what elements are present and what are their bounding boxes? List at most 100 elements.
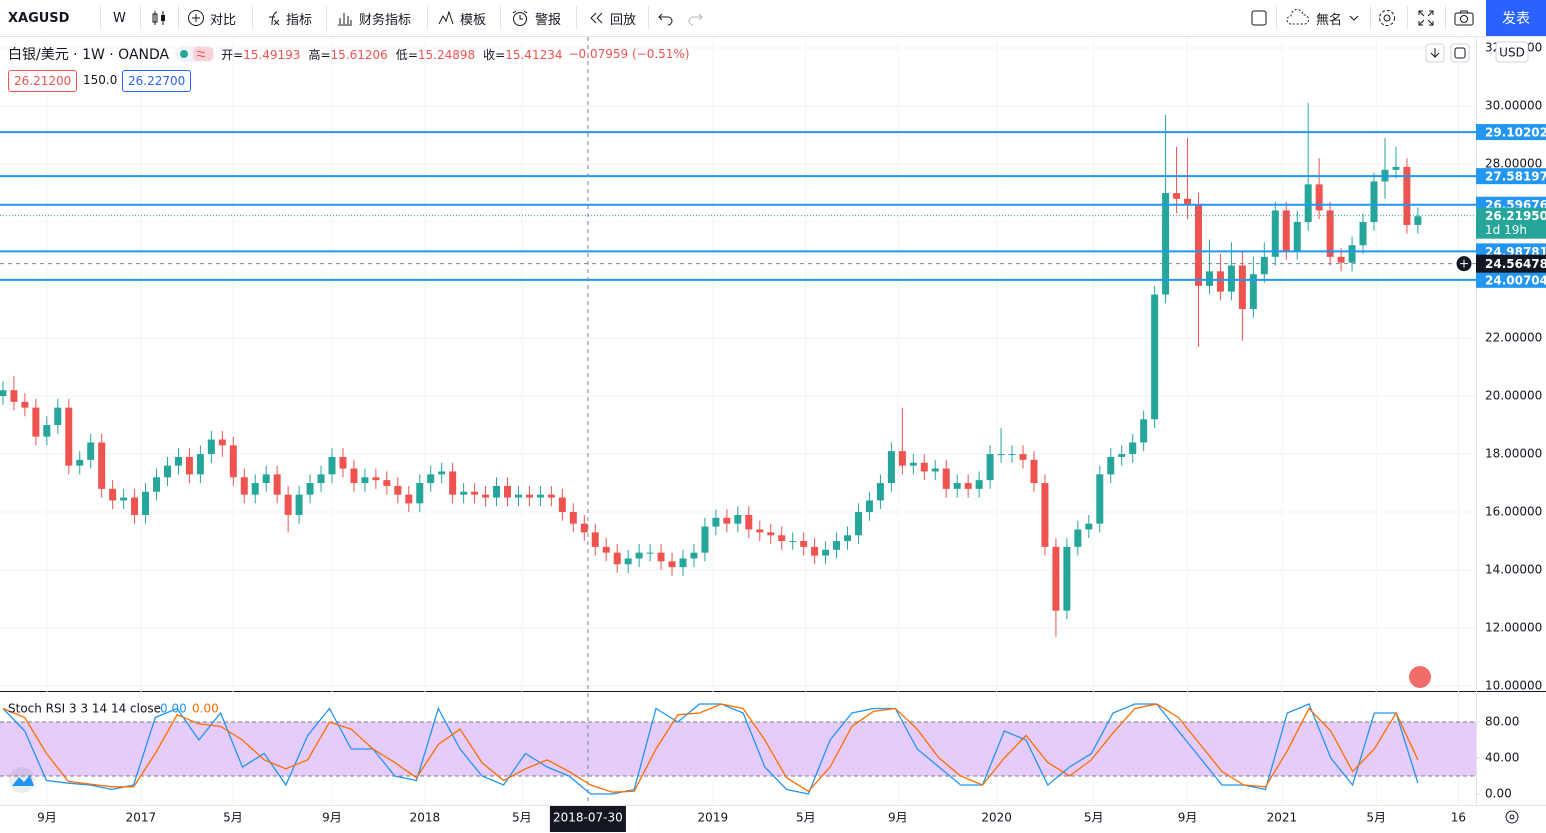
level-label: 27.58197 [1485,170,1546,184]
candle-body [833,541,841,550]
candle-body [1019,454,1027,460]
candle-body [635,552,643,559]
stoch-band [0,721,1476,777]
candle-body [1414,216,1422,225]
candle-body [1403,166,1411,225]
candle-body [1118,454,1126,457]
expand-button[interactable] [1450,43,1470,63]
icon [338,13,352,26]
redo-button[interactable] [686,0,704,36]
candle-body [701,526,709,553]
interval[interactable]: W [113,10,126,26]
x-tick-label: 9月 [37,811,57,825]
candle-body [613,552,621,565]
x-tick-label: 5月 [512,811,532,825]
candle-body [942,468,950,489]
candle-body [1205,271,1213,286]
legend-title: 白银/美元 · 1W · OANDA [8,47,170,63]
level-label-bg [1476,124,1546,141]
candle-body [482,494,490,498]
separator [1370,6,1371,30]
candle-body [975,480,983,489]
x-tick-label: 2021 [1267,811,1298,825]
snapshot-button[interactable] [1453,0,1475,36]
button-label: 回放 [610,12,637,28]
icon [1286,9,1310,25]
crosshair-price: 24.56478 [1485,257,1546,271]
candle-body [207,439,215,455]
candle-body [1052,546,1060,611]
symbol[interactable]: XAGUSD [8,10,70,26]
layout-title: 無名 [1316,12,1343,28]
fullscreen-button[interactable] [1417,0,1435,36]
candle-body [306,483,314,495]
replay-button[interactable]: 回放 [587,0,636,36]
alert-button[interactable]: 警报 [510,0,561,36]
candle-body [778,535,786,542]
button-label: 警报 [535,12,562,28]
financials-button[interactable]: 财务指标 [336,0,411,36]
candle-body [1293,222,1301,252]
templates-button[interactable]: 模板 [437,0,486,36]
gear[interactable] [1505,810,1519,824]
candle-body [602,546,610,553]
candle-body [547,494,555,498]
compare-button[interactable]: 对比 [187,0,236,36]
candle-body [328,456,336,475]
candle-body [525,494,533,498]
candle-body [624,558,632,565]
spread: 150.0 [83,73,118,87]
ask-box[interactable]: 26.22700 [122,70,192,92]
icon [1418,10,1434,26]
y-tick-label: 10.00000 [1485,679,1542,693]
candle-body [98,442,106,489]
layout-button[interactable] [1250,0,1268,36]
crosshair-price-bg [1476,254,1546,273]
chart-type[interactable] [150,0,168,36]
candle-body [21,401,29,408]
candle-body [800,541,808,547]
candle-body [350,468,358,484]
candle-body [514,494,522,498]
crosshair-date: 2018-07-30 [553,811,623,825]
candle-body [1260,256,1268,275]
separator [178,6,179,30]
icon [1454,10,1474,26]
separator [576,6,577,30]
undo-button[interactable] [657,0,675,36]
toolbar: XAGUSD W 对比 指标 财务指标 模板 警报 回放 無名 发表 [0,0,1546,37]
settings-button[interactable] [1377,0,1397,36]
candle-body [767,532,775,536]
candle-body [229,445,237,478]
y-tick-label: 40.00 [1485,750,1519,764]
y-tick-label: 80.00 [1485,714,1519,728]
bid-box[interactable]: 26.21200 [8,70,78,92]
y-tick-label: 18.00000 [1485,447,1542,461]
candle-body [383,480,391,486]
candle-body [1008,454,1016,456]
candle-body [394,485,402,495]
candle-body [1271,210,1279,257]
candle-body [295,494,303,515]
candle-body [284,494,292,515]
last-price-label: 26.21950 [1485,209,1546,223]
candle-body [679,558,687,568]
level-label: 24.00704 [1485,273,1546,287]
candle-body [668,561,676,568]
x-tick-label: 9月 [888,811,908,825]
candle-body [712,517,720,527]
candle-body [87,442,95,460]
candle-body [558,497,566,513]
layout-name[interactable]: 無名 [1285,0,1361,36]
candle-body [1238,265,1246,310]
y-tick-label: 30.00000 [1485,99,1542,113]
candle-body [1085,523,1093,530]
level-label-bg [1476,168,1546,185]
indicator-value: 0.00 [160,702,187,716]
ohlc-value: 15.41234 [505,47,563,62]
publish-button[interactable]: 发表 [1486,0,1546,36]
ohlc-values: 开=15.49193 高=15.61206 低=15.24898 收=15.41234 [221,46,562,63]
candle-body [339,456,347,469]
indicators-button[interactable]: 指标 [263,0,312,36]
